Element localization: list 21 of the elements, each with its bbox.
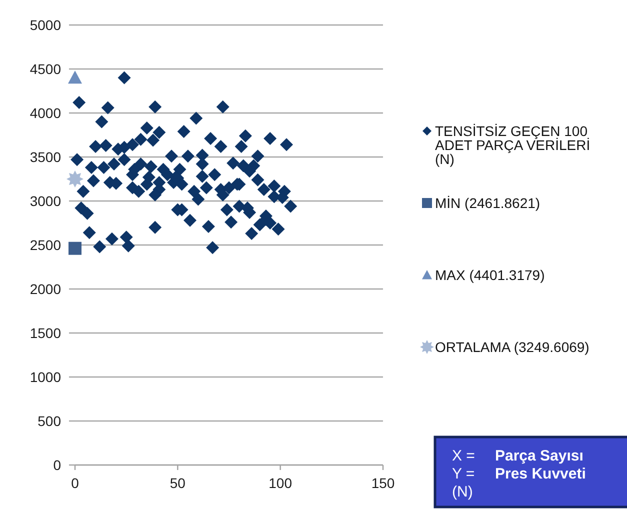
x-tick-label: 150 [371, 475, 395, 491]
text: Y = Pres Kuvveti (N) [452, 465, 586, 500]
y-tick-label: 500 [38, 412, 62, 429]
y-tick-label: 5000 [30, 16, 62, 33]
legend-label: ORTALAMA (3249.6069) [435, 338, 590, 355]
y-tick-label: 3000 [30, 192, 62, 209]
y-tick-label: 4000 [30, 104, 62, 121]
legend-label: MİN (2461.8621) [435, 194, 540, 211]
x-tick-label: 100 [268, 475, 292, 491]
y-tick-label: 1000 [30, 368, 62, 385]
y-tick-label: 2000 [30, 280, 62, 297]
y-tick-label: 2500 [30, 236, 62, 253]
x-tick-label: 50 [170, 475, 186, 491]
y-tick-label: 4500 [30, 60, 62, 77]
legend-label: TENSİTSİZ GEÇEN 100 ADET PARÇA VERİLERİ (N) [435, 122, 590, 167]
x-tick-label: 0 [71, 475, 80, 491]
y-tick-label: 3500 [30, 148, 62, 165]
legend-label: MAX (4401.3179) [435, 266, 545, 283]
y-tick-label: 0 [53, 456, 62, 473]
text: X = Parça Sayısı [452, 447, 584, 464]
y-tick-label: 1500 [30, 324, 62, 341]
